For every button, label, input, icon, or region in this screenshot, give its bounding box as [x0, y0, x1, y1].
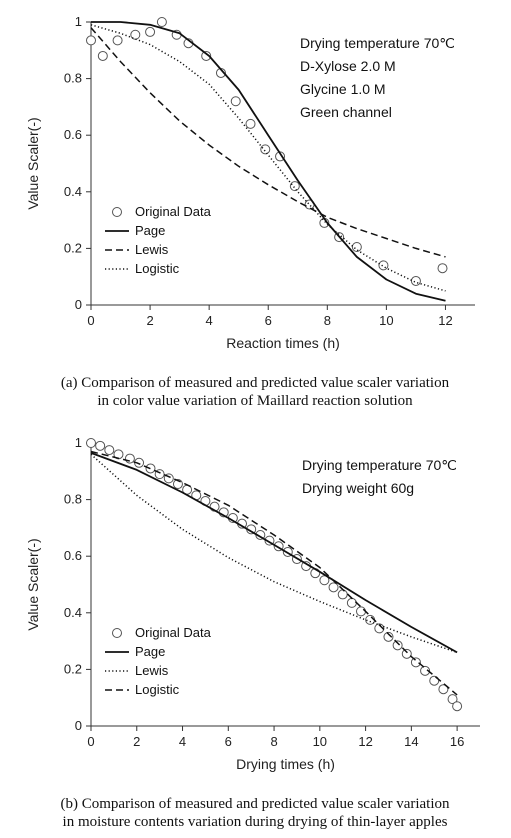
series-line-page [90, 452, 458, 654]
y-tick-label: 0.4 [64, 184, 82, 199]
legend-label: Logistic [135, 682, 180, 697]
data-point [245, 118, 256, 129]
data-point [86, 35, 96, 46]
annotation-text: Green channel [300, 104, 392, 120]
x-tick-label: 16 [450, 734, 464, 749]
y-tick-label: 0.2 [64, 661, 82, 676]
data-point [230, 96, 241, 107]
y-tick-label: 0.4 [64, 605, 82, 620]
data-point [447, 694, 458, 705]
y-tick-label: 0.6 [64, 548, 82, 563]
x-tick-label: 10 [313, 734, 327, 749]
data-point [356, 606, 367, 617]
data-point [145, 26, 156, 37]
data-point [104, 445, 115, 456]
x-tick-label: 0 [87, 734, 94, 749]
x-tick-label: 12 [438, 313, 452, 328]
data-point [86, 438, 96, 448]
x-tick-label: 12 [358, 734, 372, 749]
x-axis-title: Drying times (h) [236, 756, 335, 772]
data-point [112, 35, 123, 46]
legend-label: Original Data [135, 625, 212, 640]
y-tick-label: 0.6 [64, 127, 82, 142]
y-tick-label: 0 [75, 297, 82, 312]
annotation-text: Drying temperature 70℃ [300, 35, 455, 51]
figure-caption: in moisture contents variation during dr… [63, 814, 448, 830]
series-line-lewis [90, 453, 458, 654]
data-point [392, 640, 403, 651]
x-tick-label: 2 [146, 313, 153, 328]
legend-label: Original Data [135, 204, 212, 219]
y-tick-label: 1 [75, 14, 82, 29]
y-tick-label: 0.2 [64, 240, 82, 255]
data-point [420, 665, 431, 676]
series-line-page [91, 21, 446, 302]
y-tick-label: 0.8 [64, 492, 82, 507]
data-point [201, 50, 212, 61]
data-point [97, 50, 108, 61]
figure-caption: in color value variation of Maillard rea… [97, 393, 413, 409]
data-point [289, 181, 300, 192]
annotation-text: Drying temperature 70℃ [302, 457, 457, 473]
x-tick-label: 14 [404, 734, 418, 749]
figure-caption: (a) Comparison of measured and predicted… [61, 375, 450, 391]
x-tick-label: 10 [379, 313, 393, 328]
legend-label: Lewis [135, 663, 169, 678]
annotation-text: Glycine 1.0 M [300, 81, 386, 97]
series-line-logistic [90, 450, 458, 696]
x-tick-label: 6 [225, 734, 232, 749]
annotation-text: Drying weight 60g [302, 480, 414, 496]
data-point [401, 648, 412, 659]
data-point [130, 29, 141, 40]
y-axis-title: Value Scaler(-) [25, 117, 41, 209]
x-tick-label: 4 [206, 313, 213, 328]
data-point [260, 144, 271, 155]
data-point [383, 631, 394, 642]
data-point [319, 575, 330, 586]
y-axis-title: Value Scaler(-) [25, 538, 41, 630]
legend-marker [112, 628, 122, 638]
annotation-text: D-Xylose 2.0 M [300, 58, 396, 74]
data-point [95, 440, 106, 451]
x-tick-label: 8 [270, 734, 277, 749]
x-tick-label: 2 [133, 734, 140, 749]
legend-label: Lewis [135, 242, 169, 257]
data-point [410, 275, 421, 286]
data-point [452, 701, 463, 712]
data-point [337, 589, 348, 600]
data-point [328, 582, 339, 593]
data-point [351, 241, 362, 252]
y-tick-label: 1 [75, 435, 82, 450]
data-point [410, 657, 421, 668]
data-point [378, 260, 389, 271]
data-point [124, 453, 135, 464]
y-tick-label: 0.8 [64, 71, 82, 86]
legend-label: Logistic [135, 261, 180, 276]
data-point [346, 597, 357, 608]
x-tick-label: 6 [265, 313, 272, 328]
x-tick-label: 8 [324, 313, 331, 328]
data-point [156, 17, 167, 27]
legend-label: Page [135, 223, 165, 238]
x-axis-title: Reaction times (h) [226, 335, 340, 351]
figure-caption: (b) Comparison of measured and predicted… [60, 796, 450, 812]
x-tick-label: 0 [87, 313, 94, 328]
data-point [437, 263, 448, 274]
data-point [438, 684, 449, 695]
legend-label: Page [135, 644, 165, 659]
y-tick-label: 0 [75, 718, 82, 733]
series-line-lewis [90, 27, 446, 258]
x-tick-label: 4 [179, 734, 186, 749]
legend-marker [112, 207, 122, 217]
series-line-logistic [90, 24, 446, 292]
